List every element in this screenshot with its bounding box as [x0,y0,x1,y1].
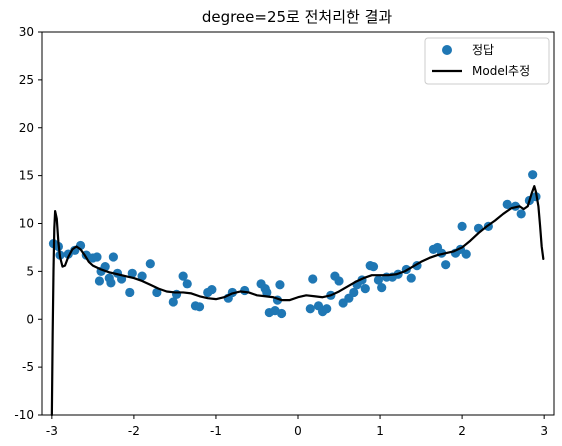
scatter-point [207,284,217,295]
scatter-point [305,304,315,314]
scatter-point [125,287,135,298]
legend-marker-scatter [442,45,452,55]
legend: 정답 Model추정 [424,37,550,85]
plot-area [48,170,545,417]
scatter-point [145,259,155,269]
y-tick-label: 25 [19,73,34,87]
scatter-point [322,304,332,314]
scatter-point [308,274,318,284]
scatter-point [108,252,118,262]
y-tick-label: 5 [26,264,34,278]
x-tick-label: -3 [46,424,58,438]
scatter-point [94,276,105,286]
x-tick-label: 3 [540,424,548,438]
x-tick-label: 2 [458,424,466,438]
scatter-point [461,249,471,259]
x-tick-label: 1 [376,424,384,438]
y-tick-label: 30 [19,25,34,39]
chart-title: degree=25로 전처리한 결과 [202,8,393,26]
scatter-point [106,278,116,288]
model-line [50,185,545,417]
y-tick-label: 10 [19,217,34,231]
scatter-point [100,261,110,272]
x-axis: -3 -2 -1 0 1 2 3 [46,415,548,438]
scatter-point [441,260,451,270]
scatter-point [516,209,526,219]
y-tick-label: 20 [19,121,34,135]
scatter-point [377,283,387,293]
scatter-point [334,276,344,286]
scatter-point [457,221,467,231]
y-tick-label: -5 [22,360,34,374]
scatter-point [171,289,182,299]
scatter-point [127,268,137,278]
legend-label-line: Model추정 [472,64,530,78]
scatter-point [275,280,285,290]
scatter-point [262,287,272,298]
x-tick-label: 0 [294,424,302,438]
scatter-point [92,252,102,262]
scatter-point [182,279,192,289]
x-tick-label: -2 [128,424,140,438]
y-tick-label: 0 [26,312,34,326]
scatter-point [373,275,384,285]
axes-frame [41,31,555,416]
scatter-point [276,308,287,319]
y-tick-label: -10 [14,408,34,422]
scatter-point [168,297,178,307]
scatter-point [528,170,538,180]
scatter-point [152,287,162,298]
y-tick-label: 15 [19,169,34,183]
scatter-point [194,302,205,312]
scatter-point [368,261,379,272]
scatter-point [349,287,359,298]
legend-label-scatter: 정답 [472,43,494,57]
scatter-point [178,271,188,281]
scatter-point [502,199,512,209]
scatter-point [406,273,416,283]
x-tick-label: -1 [210,424,222,438]
y-axis: -10 -5 0 5 10 15 20 25 30 [14,25,42,422]
scatter-point [360,284,370,294]
scatter-point [137,271,147,281]
legend-frame [424,37,550,85]
